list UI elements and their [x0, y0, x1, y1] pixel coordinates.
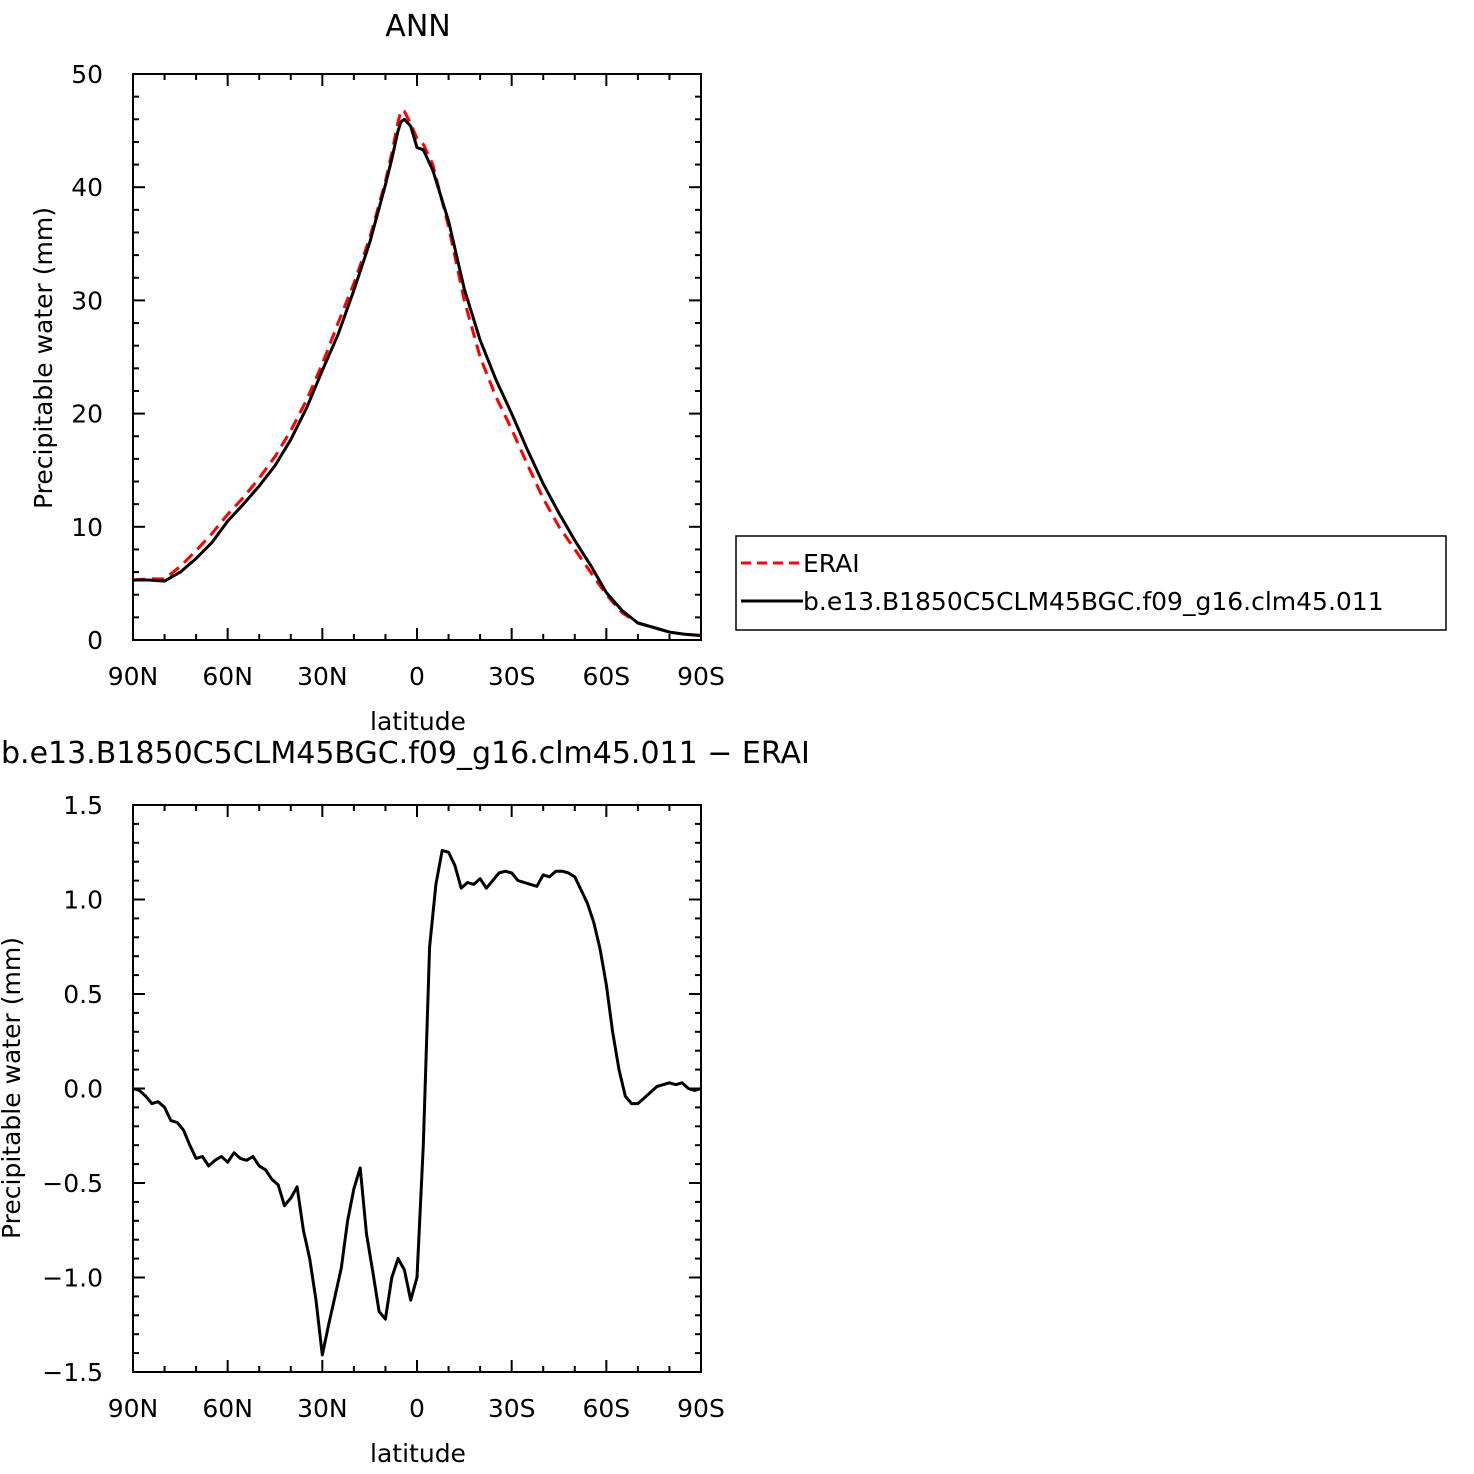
top-xtick-label: 30N [297, 662, 348, 691]
bottom-ytick-label: −1.5 [42, 1358, 103, 1387]
top-chart-ylabel: Precipitable water (mm) [29, 207, 58, 509]
top-ytick-label: 0 [87, 626, 103, 655]
bottom-xtick-label: 30S [488, 1394, 536, 1423]
bottom-series-line-difference [132, 848, 702, 1357]
bottom-chart-ylabel: Precipitable water (mm) [0, 937, 26, 1239]
top-ytick-label: 30 [71, 286, 103, 315]
top-ytick-label: 10 [71, 513, 103, 542]
top-series-line-b [133, 117, 702, 637]
bottom-ytick-label: 1.0 [63, 886, 103, 915]
legend-label-model: b.e13.B1850C5CLM45BGC.f09_g16.clm45.011 [803, 587, 1384, 616]
bottom-ytick-label: −1.0 [42, 1264, 103, 1293]
legend-label-erai: ERAI [803, 549, 860, 578]
bottom-ytick-label: 0.5 [63, 980, 103, 1009]
bottom-xtick-label: 30N [297, 1394, 348, 1423]
top-xtick-label: 90S [677, 662, 725, 691]
bottom-plot-frame [132, 804, 702, 1373]
bottom-ytick-label: 0.0 [63, 1075, 103, 1104]
legend-box [735, 535, 1447, 631]
top-plot-frame [132, 73, 702, 641]
top-series-line-erai [132, 108, 702, 637]
bottom-ytick-label: 1.5 [63, 791, 103, 820]
bottom-ytick-label: −0.5 [42, 1169, 103, 1198]
bottom-chart-lines [132, 848, 702, 1357]
top-xtick-label: 30S [488, 662, 536, 691]
top-xtick-label: 60S [582, 662, 630, 691]
bottom-xtick-label: 0 [409, 1394, 425, 1423]
bottom-chart-xlabel: latitude [370, 1439, 466, 1468]
bottom-xtick-label: 60N [202, 1394, 253, 1423]
bottom-xtick-label: 90N [108, 1394, 159, 1423]
bottom-chart-axes: 90N 60N 30N 0 30S 60S 90S −1.5 −1.0 −0.5 0.0 0.5 1.0… [42, 791, 725, 1423]
top-chart-panel: ANN Precipitable water (mm) latitude 90N… [29, 9, 725, 736]
top-xtick-label: 60N [202, 662, 253, 691]
top-chart-axes: 90N 60N 30N 0 30S 60S 90S 0 10 20 30 40 50 [71, 60, 725, 691]
top-chart-xlabel: latitude [370, 707, 466, 736]
top-ytick-label: 50 [71, 60, 103, 89]
legend: ERAI b.e13.B1850C5CLM45BGC.f09_g16.clm45… [735, 535, 1447, 631]
top-xtick-label: 0 [409, 662, 425, 691]
top-xtick-label: 90N [108, 662, 159, 691]
bottom-chart-title: b.e13.B1850C5CLM45BGC.f09_g16.clm45.011 … [1, 736, 810, 771]
top-ytick-label: 20 [71, 400, 103, 429]
bottom-xtick-label: 60S [582, 1394, 630, 1423]
bottom-chart-panel: b.e13.B1850C5CLM45BGC.f09_g16.clm45.011 … [0, 736, 810, 1468]
bottom-xtick-label: 90S [677, 1394, 725, 1423]
top-chart-title: ANN [385, 9, 450, 44]
top-chart-lines [132, 108, 702, 637]
top-ytick-label: 40 [71, 173, 103, 202]
